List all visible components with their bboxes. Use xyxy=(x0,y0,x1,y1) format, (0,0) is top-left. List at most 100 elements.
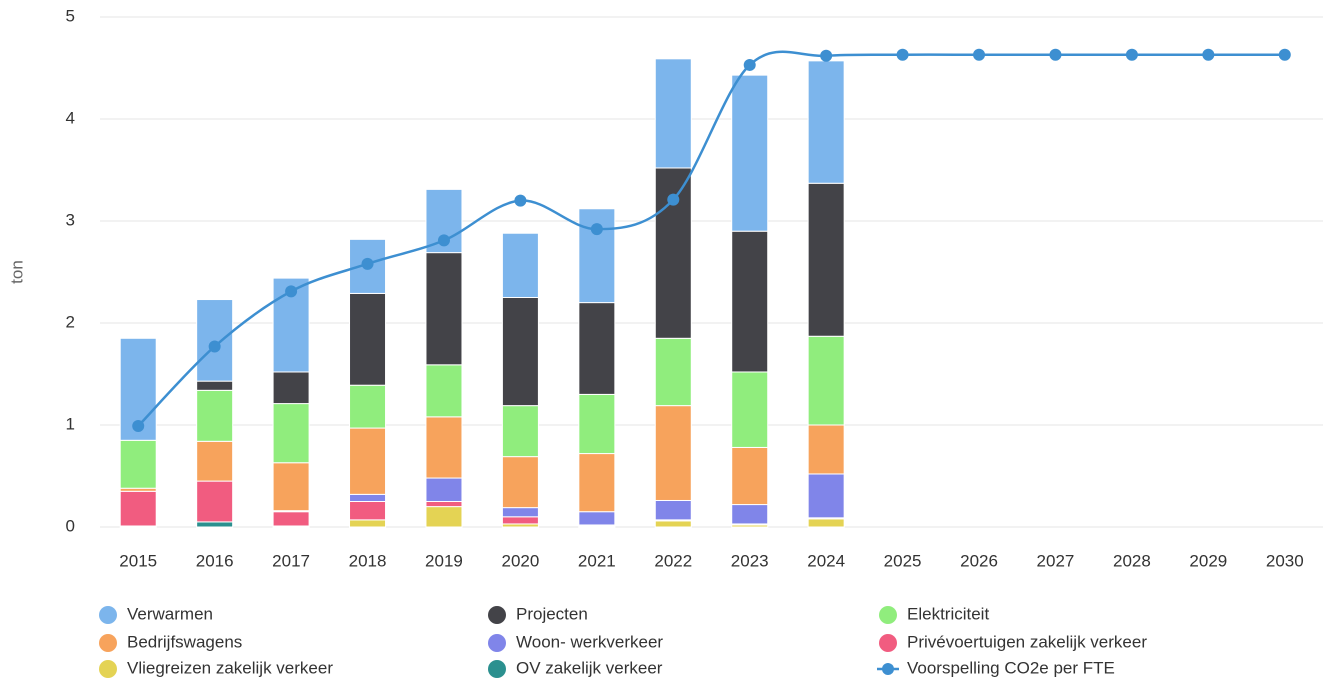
y-tick-label: 0 xyxy=(66,516,75,535)
legend-symbol xyxy=(488,660,506,678)
bar-segment xyxy=(425,364,463,418)
y-tick-label: 5 xyxy=(66,6,75,25)
bar-segment xyxy=(272,371,310,405)
x-tick-label: 2029 xyxy=(1189,551,1227,570)
x-tick-label: 2023 xyxy=(731,551,769,570)
legend-item: OV zakelijk verkeer xyxy=(488,658,663,678)
legend-label: Voorspelling CO2e per FTE xyxy=(907,658,1115,677)
bar-segment xyxy=(807,335,845,426)
legend-label: Vliegreizen zakelijk verkeer xyxy=(127,658,333,677)
line-point xyxy=(820,49,833,62)
bar-segment xyxy=(119,490,157,527)
line-point xyxy=(896,48,909,61)
bar-segment xyxy=(501,405,539,458)
legend-item: Privévoertuigen zakelijk verkeer xyxy=(879,632,1147,652)
x-tick-label: 2018 xyxy=(349,551,387,570)
bar-segment xyxy=(425,501,463,508)
legend-item: Voorspelling CO2e per FTE xyxy=(877,658,1115,677)
x-tick-label: 2027 xyxy=(1037,551,1075,570)
line-point xyxy=(437,234,450,247)
line-point xyxy=(361,257,374,270)
bar-segment xyxy=(501,516,539,525)
bar-segment xyxy=(501,297,539,407)
bar-segment xyxy=(425,477,463,503)
bar-segment xyxy=(578,208,616,304)
legend-item: Bedrijfswagens xyxy=(99,632,242,652)
x-tick-label: 2022 xyxy=(654,551,692,570)
legend-item: Vliegreizen zakelijk verkeer xyxy=(99,658,333,678)
line-point xyxy=(590,223,603,236)
bar-segment xyxy=(425,506,463,528)
bar-segment xyxy=(654,405,692,501)
y-tick-label: 4 xyxy=(66,108,75,127)
x-tick-label: 2015 xyxy=(119,551,157,570)
bar-segment xyxy=(425,416,463,479)
bar-segment xyxy=(196,521,234,528)
bar-segment xyxy=(807,182,845,337)
line xyxy=(137,50,1285,427)
bar-segment xyxy=(578,453,616,513)
bar-segment xyxy=(654,167,692,339)
legend-symbol xyxy=(882,663,894,675)
line-point xyxy=(973,48,986,61)
y-tick-label: 3 xyxy=(66,210,75,229)
legend-label: Projecten xyxy=(516,604,588,623)
x-tick-label: 2028 xyxy=(1113,551,1151,570)
bar-segment xyxy=(349,292,387,386)
legend-symbol xyxy=(99,660,117,678)
bar-segment xyxy=(349,427,387,495)
bar-segment xyxy=(272,403,310,464)
bar-segment xyxy=(196,440,234,482)
line-point xyxy=(1049,48,1062,61)
line-point xyxy=(1125,48,1138,61)
bar-segment xyxy=(654,337,692,407)
legend-label: Bedrijfswagens xyxy=(127,632,242,651)
legend-label: Elektriciteit xyxy=(907,604,989,623)
line-point xyxy=(514,194,527,207)
bar-segment xyxy=(807,424,845,475)
line-point xyxy=(208,340,221,353)
line-point xyxy=(1278,48,1291,61)
bar-segment xyxy=(196,389,234,442)
x-tick-label: 2020 xyxy=(501,551,539,570)
bar-segment xyxy=(807,518,845,528)
x-tick-label: 2026 xyxy=(960,551,998,570)
bar-segment xyxy=(501,456,539,509)
legend-symbol xyxy=(488,634,506,652)
y-tick-label: 2 xyxy=(66,312,75,331)
x-tick-label: 2025 xyxy=(884,551,922,570)
line-point xyxy=(743,58,756,71)
bar-segment xyxy=(578,302,616,395)
legend-symbol xyxy=(488,606,506,624)
legend-label: Verwarmen xyxy=(127,604,213,623)
x-tick-label: 2016 xyxy=(196,551,234,570)
line-point xyxy=(667,193,680,206)
x-tick-label: 2017 xyxy=(272,551,310,570)
legend-symbol xyxy=(879,634,897,652)
bar-segment xyxy=(349,384,387,429)
legend-item: Projecten xyxy=(488,604,588,624)
y-axis-label: ton xyxy=(7,260,26,284)
bar-segment xyxy=(731,230,769,373)
bar-segment xyxy=(654,499,692,521)
legend-item: Verwarmen xyxy=(99,604,213,624)
bar-segment xyxy=(425,252,463,366)
bar-segment xyxy=(196,380,234,391)
legend-label: Privévoertuigen zakelijk verkeer xyxy=(907,632,1147,651)
y-tick-label: 1 xyxy=(66,414,75,433)
bar-segment xyxy=(119,439,157,489)
x-tick-label: 2019 xyxy=(425,551,463,570)
legend-label: OV zakelijk verkeer xyxy=(516,658,663,677)
bar-segment xyxy=(578,511,616,526)
line-point xyxy=(1202,48,1215,61)
x-tick-label: 2024 xyxy=(807,551,845,570)
bar-segment xyxy=(731,371,769,448)
bar-segment xyxy=(349,501,387,521)
bar-segment xyxy=(501,507,539,518)
bar-segment xyxy=(501,232,539,299)
bar-segment xyxy=(349,519,387,528)
bar-segment xyxy=(272,511,310,527)
bar-segment xyxy=(731,504,769,525)
legend-label: Woon- werkverkeer xyxy=(516,632,663,651)
